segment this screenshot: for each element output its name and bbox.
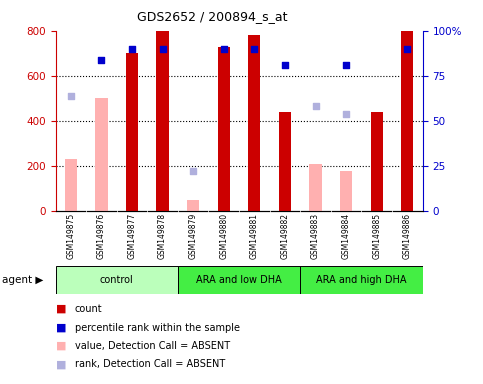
Bar: [156, 31, 169, 211]
Bar: [178, 266, 300, 294]
Point: [281, 61, 289, 68]
Point: [159, 46, 167, 52]
Point: [128, 46, 136, 52]
Bar: [370, 112, 383, 211]
Point: [220, 46, 227, 52]
Point: [342, 111, 350, 117]
Bar: [126, 53, 138, 211]
Point: [189, 167, 197, 174]
Point: [403, 46, 411, 52]
Text: rank, Detection Call = ABSENT: rank, Detection Call = ABSENT: [75, 359, 225, 369]
Text: ■: ■: [56, 359, 66, 369]
Bar: [218, 46, 230, 211]
Point: [67, 93, 75, 99]
Text: ARA and high DHA: ARA and high DHA: [316, 275, 407, 285]
Text: ARA and low DHA: ARA and low DHA: [196, 275, 282, 285]
Bar: [310, 164, 322, 211]
Text: value, Detection Call = ABSENT: value, Detection Call = ABSENT: [75, 341, 230, 351]
Bar: [65, 159, 77, 211]
Text: ■: ■: [56, 304, 66, 314]
Bar: [279, 112, 291, 211]
Text: percentile rank within the sample: percentile rank within the sample: [75, 323, 240, 333]
Point: [312, 103, 319, 109]
Text: ■: ■: [56, 341, 66, 351]
Bar: [95, 98, 108, 211]
Point: [251, 46, 258, 52]
Bar: [300, 266, 423, 294]
Point: [98, 57, 105, 63]
Bar: [340, 170, 352, 211]
Text: GDS2652 / 200894_s_at: GDS2652 / 200894_s_at: [137, 10, 288, 23]
Text: agent ▶: agent ▶: [2, 275, 44, 285]
Bar: [248, 35, 260, 211]
Point: [342, 61, 350, 68]
Text: control: control: [100, 275, 134, 285]
Bar: [187, 200, 199, 211]
Text: ■: ■: [56, 323, 66, 333]
Text: count: count: [75, 304, 102, 314]
Bar: [56, 266, 178, 294]
Bar: [401, 31, 413, 211]
